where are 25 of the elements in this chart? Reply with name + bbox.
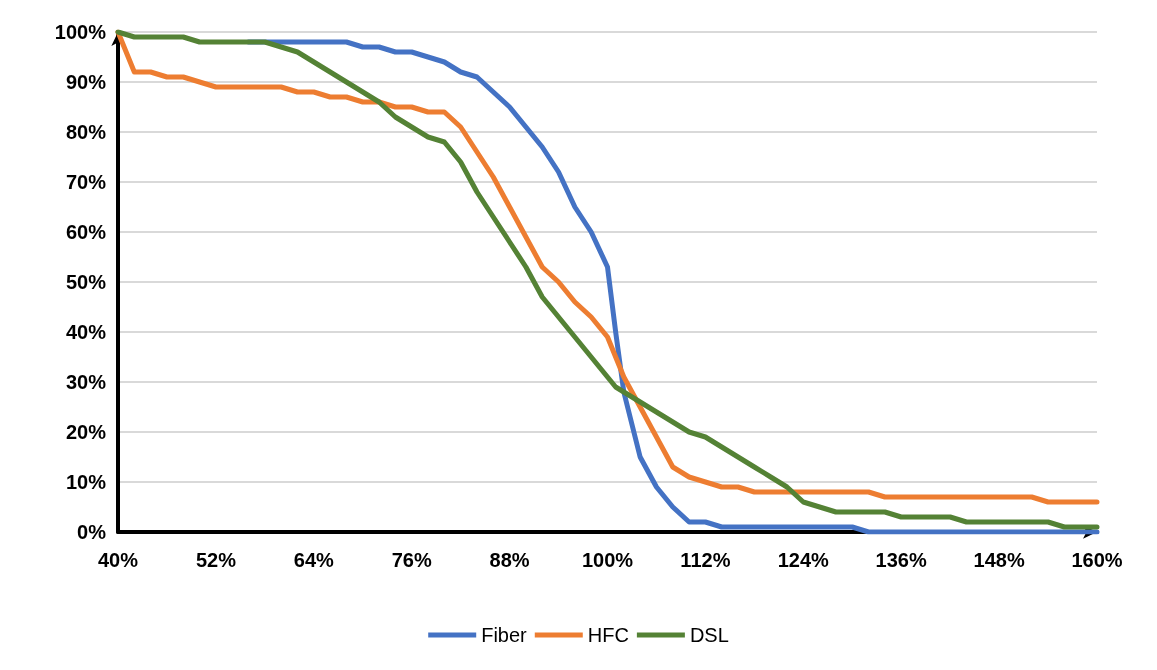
legend-label: HFC: [587, 624, 629, 646]
y-tick-label: 60%: [65, 221, 107, 243]
x-tick-label: 136%: [875, 549, 927, 571]
x-tick-label: 112%: [680, 549, 731, 571]
y-tick-label: 80%: [65, 121, 107, 143]
y-tick-label: 90%: [65, 71, 107, 93]
y-tick-label: 40%: [65, 321, 107, 343]
x-tick-label: 88%: [489, 549, 530, 571]
x-tick-label: 64%: [293, 549, 335, 571]
y-tick-label: 100%: [54, 21, 107, 43]
x-tick-label: 40%: [97, 549, 139, 571]
y-tick-label: 50%: [65, 271, 107, 293]
y-tick-label: 70%: [65, 171, 107, 193]
x-tick-label: 124%: [777, 549, 830, 571]
y-tick-label: 10%: [65, 471, 107, 493]
x-tick-label: 160%: [1071, 549, 1123, 571]
legend-label: DSL: [689, 624, 729, 646]
y-tick-label: 30%: [65, 371, 107, 393]
legend-label: Fiber: [481, 624, 528, 646]
y-tick-label: 0%: [77, 521, 107, 543]
x-tick-label: 148%: [973, 549, 1025, 571]
x-tick-label: 52%: [195, 549, 237, 571]
x-tick-label: 100%: [581, 549, 634, 571]
x-tick-label: 76%: [391, 549, 432, 571]
y-tick-label: 20%: [65, 421, 107, 443]
